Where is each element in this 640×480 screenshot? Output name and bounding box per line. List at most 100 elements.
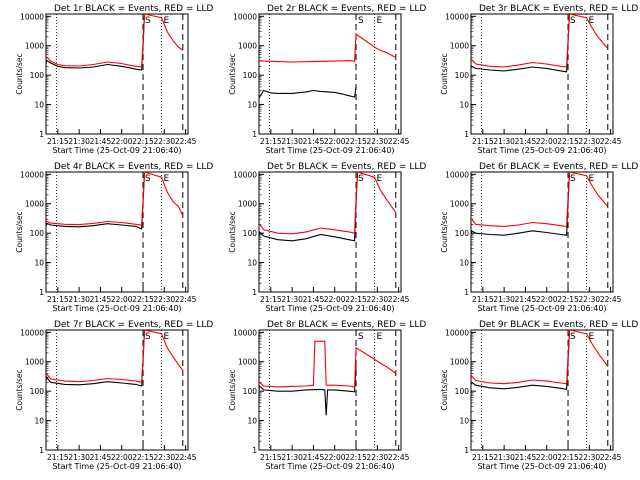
x-tick-label: 21:15 <box>472 453 494 462</box>
detector-panel-2: Det 2r BLACK = Events, RED = LLD 1 10 100 10… <box>228 4 426 155</box>
y-tick-label: 10 <box>34 417 44 426</box>
x-tick-label: 21:45 <box>90 453 112 462</box>
x-tick-label: 21:15 <box>260 295 282 304</box>
series-line-events <box>259 366 357 416</box>
marker-label-e: E <box>588 332 594 342</box>
series-line-events <box>471 331 571 391</box>
detector-panel-8: Det 8r BLACK = Events, RED = LLD 1 10 100 10… <box>228 320 426 471</box>
plot-frame <box>45 171 189 293</box>
plot-frame <box>470 13 614 135</box>
x-tick-label: 21:15 <box>472 295 494 304</box>
x-tick-label: 22:45 <box>600 295 622 304</box>
x-tick-label: 22:45 <box>388 453 410 462</box>
x-tick-label: 21:30 <box>493 453 515 462</box>
series-line-lld <box>471 14 609 68</box>
panel-title: Det 6r BLACK = Events, RED = LLD <box>479 162 638 172</box>
x-tick-label: 21:45 <box>303 453 325 462</box>
marker-label-e: E <box>163 174 169 184</box>
y-tick-label: 100 <box>30 71 45 80</box>
y-tick-label: 1 <box>252 446 257 455</box>
y-tick-label: 100 <box>243 229 258 238</box>
detector-panel-3: Det 3r BLACK = Events, RED = LLD 1 10 100 10… <box>440 4 638 155</box>
y-tick-label: 10000 <box>233 12 257 21</box>
y-tick-label: 1 <box>464 288 469 297</box>
y-tick-label: 1000 <box>25 42 44 51</box>
y-tick-label: 100 <box>455 387 470 396</box>
y-tick-label: 10 <box>247 259 257 268</box>
y-axis-label: Counts/sec <box>228 211 237 252</box>
series-line-lld <box>46 330 184 383</box>
x-tick-label: 22:15 <box>345 295 367 304</box>
panel-title: Det 5r BLACK = Events, RED = LLD <box>267 162 426 172</box>
y-tick-label: 10000 <box>20 12 44 21</box>
y-tick-label: 10 <box>34 259 44 268</box>
detector-panel-4: Det 4r BLACK = Events, RED = LLD 1 10 100 10… <box>15 162 213 313</box>
y-tick-label: 1 <box>39 130 44 139</box>
y-tick-label: 100 <box>455 229 470 238</box>
y-tick-label: 1000 <box>238 200 257 209</box>
y-tick-label: 10000 <box>233 328 257 337</box>
marker-label-s: S <box>358 174 364 184</box>
y-axis-label: Counts/sec <box>440 211 449 252</box>
x-tick-label: 22:45 <box>600 137 622 146</box>
marker-label-s: S <box>358 16 364 26</box>
series-line-events <box>471 173 571 240</box>
y-tick-label: 1 <box>39 288 44 297</box>
x-tick-label: 21:30 <box>493 295 515 304</box>
x-tick-label: 21:45 <box>515 295 537 304</box>
y-tick-label: 1000 <box>238 42 257 51</box>
plot-frame <box>470 329 614 451</box>
x-tick-label: 22:15 <box>132 453 154 462</box>
x-tick-label: 21:30 <box>68 453 90 462</box>
y-tick-label: 1000 <box>450 200 469 209</box>
x-tick-label: 22:30 <box>367 453 389 462</box>
plot-frame <box>45 13 189 135</box>
x-tick-label: 22:00 <box>536 295 558 304</box>
panel-title: Det 1r BLACK = Events, RED = LLD <box>54 4 213 14</box>
series-line-events <box>259 173 359 242</box>
detector-panel-1: Det 1r BLACK = Events, RED = LLD 1 10 100 10… <box>15 4 213 155</box>
y-tick-label: 10000 <box>20 328 44 337</box>
y-tick-label: 1000 <box>450 358 469 367</box>
x-tick-label: 22:30 <box>154 137 176 146</box>
y-tick-label: 100 <box>30 229 45 238</box>
y-tick-label: 10000 <box>233 170 257 179</box>
x-tick-label: 22:15 <box>557 137 579 146</box>
panel-title: Det 8r BLACK = Events, RED = LLD <box>267 320 426 330</box>
x-tick-label: 22:15 <box>557 295 579 304</box>
panel-title: Det 2r BLACK = Events, RED = LLD <box>267 4 426 14</box>
panel-title: Det 7r BLACK = Events, RED = LLD <box>54 320 213 330</box>
x-tick-label: 21:45 <box>303 295 325 304</box>
x-tick-label: 22:00 <box>324 453 346 462</box>
marker-label-s: S <box>570 16 576 26</box>
x-tick-label: 22:00 <box>536 453 558 462</box>
y-axis-label: Counts/sec <box>15 211 24 252</box>
x-tick-label: 22:15 <box>345 453 367 462</box>
x-tick-label: 21:30 <box>493 137 515 146</box>
x-axis-label: Start Time (25-Oct-09 21:06:40) <box>52 146 181 155</box>
detector-panel-7: Det 7r BLACK = Events, RED = LLD 1 10 100 10… <box>15 320 213 471</box>
y-axis-label: Counts/sec <box>440 53 449 94</box>
x-tick-label: 22:15 <box>132 137 154 146</box>
x-axis-label: Start Time (25-Oct-09 21:06:40) <box>52 304 181 313</box>
series-line-lld <box>471 330 609 385</box>
series-line-events <box>46 15 146 71</box>
marker-label-e: E <box>588 16 594 26</box>
x-tick-label: 22:45 <box>175 137 197 146</box>
x-tick-label: 22:00 <box>536 137 558 146</box>
detector-panel-6: Det 6r BLACK = Events, RED = LLD 1 10 100 10… <box>440 162 638 313</box>
series-line-lld <box>471 172 609 228</box>
x-tick-label: 21:30 <box>68 137 90 146</box>
x-tick-label: 21:15 <box>260 453 282 462</box>
x-tick-label: 21:15 <box>47 137 69 146</box>
y-axis-label: Counts/sec <box>228 369 237 410</box>
y-tick-label: 100 <box>243 387 258 396</box>
y-tick-label: 10 <box>459 417 469 426</box>
x-tick-label: 21:30 <box>281 137 303 146</box>
y-tick-label: 10 <box>459 101 469 110</box>
marker-label-e: E <box>163 16 169 26</box>
marker-label-s: S <box>145 174 151 184</box>
series-line-lld <box>259 340 397 388</box>
marker-label-e: E <box>163 332 169 342</box>
x-axis-label: Start Time (25-Oct-09 21:06:40) <box>477 146 606 155</box>
